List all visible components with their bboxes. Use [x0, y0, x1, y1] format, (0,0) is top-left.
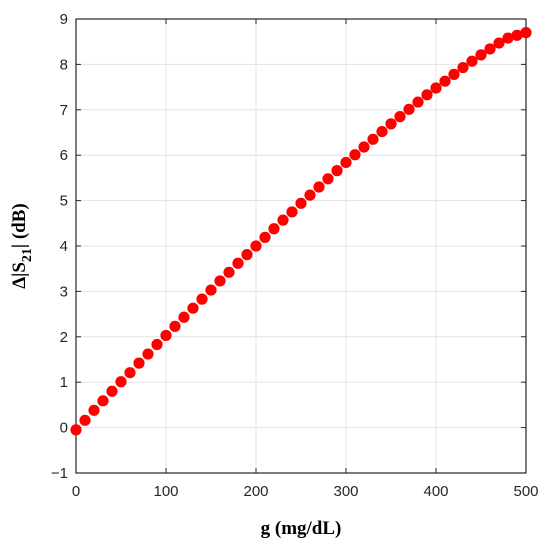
data-point: [241, 249, 253, 261]
x-tick-label: 0: [72, 483, 80, 500]
data-point: [349, 149, 361, 161]
data-point: [88, 404, 100, 416]
data-point: [484, 43, 496, 55]
data-point: [169, 320, 181, 332]
data-point: [448, 68, 460, 80]
data-point: [502, 32, 514, 44]
data-point: [286, 206, 298, 218]
data-point: [358, 141, 370, 153]
data-point: [268, 223, 280, 235]
y-tick-label: 4: [60, 238, 68, 255]
data-point: [385, 118, 397, 130]
data-point: [322, 173, 334, 185]
data-point: [277, 214, 289, 226]
data-point: [106, 385, 118, 397]
data-point: [295, 197, 307, 209]
y-axis-title: Δ|S21| (dB): [9, 203, 35, 289]
y-tick-label: 3: [60, 283, 68, 300]
data-point: [340, 156, 352, 169]
data-point: [187, 302, 199, 314]
data-point: [520, 27, 532, 39]
y-tick-label: 5: [60, 193, 68, 210]
x-tick-labels: 0 100 200 300 400 500: [72, 483, 539, 500]
data-point: [151, 338, 163, 351]
x-tick-label: 100: [153, 483, 178, 500]
data-point: [196, 293, 208, 305]
data-series: [70, 27, 532, 436]
x-tick-label: 500: [513, 483, 538, 500]
data-point: [115, 376, 127, 388]
y-tick-label: 2: [60, 329, 68, 346]
data-point: [205, 284, 217, 296]
x-axis-title: g (mg/dL): [261, 518, 342, 539]
data-point: [475, 49, 487, 61]
data-point: [331, 165, 343, 177]
data-point: [214, 275, 226, 287]
svg-text:Δ|S21| (dB): Δ|S21| (dB): [9, 203, 35, 289]
y-tick-label: 0: [60, 420, 68, 437]
data-point: [232, 257, 244, 269]
data-point: [97, 395, 109, 407]
data-point: [304, 189, 316, 201]
data-point: [493, 37, 505, 49]
data-point: [142, 348, 154, 360]
data-point: [70, 424, 82, 436]
y-axis-title-subscript: 21: [20, 248, 35, 262]
data-point: [430, 82, 442, 94]
data-point: [466, 55, 478, 67]
data-point: [421, 89, 433, 101]
x-tick-label: 300: [333, 483, 358, 500]
data-point: [439, 75, 451, 87]
data-point: [259, 231, 271, 243]
y-tick-label: 9: [60, 11, 68, 28]
y-tick-label: 8: [60, 56, 68, 73]
data-point: [403, 103, 415, 115]
data-point: [133, 357, 145, 369]
data-point: [367, 133, 379, 145]
y-axis-title-prefix: Δ|S: [9, 262, 30, 289]
y-tick-label: 7: [60, 102, 68, 119]
y-tick-label: −1: [51, 465, 68, 482]
data-point: [412, 96, 424, 108]
x-tick-label: 200: [243, 483, 268, 500]
y-tick-label: 1: [60, 374, 68, 391]
data-point: [160, 329, 172, 342]
x-tick-label: 400: [423, 483, 448, 500]
data-point: [79, 414, 91, 426]
data-point: [511, 29, 523, 41]
data-point: [394, 111, 406, 123]
data-point: [223, 266, 235, 278]
y-tick-label: 6: [60, 147, 68, 164]
data-point: [457, 61, 469, 74]
data-point: [376, 125, 388, 138]
data-point: [250, 240, 262, 252]
data-point: [313, 181, 325, 193]
data-point: [124, 367, 136, 379]
grid: [75, 18, 527, 474]
y-tick-labels: −1 0 1 2 3 4 5 6 7 8 9: [51, 11, 68, 482]
y-axis-title-suffix: | (dB): [9, 203, 30, 248]
axis-ticks: [75, 18, 527, 474]
data-point: [178, 311, 190, 323]
